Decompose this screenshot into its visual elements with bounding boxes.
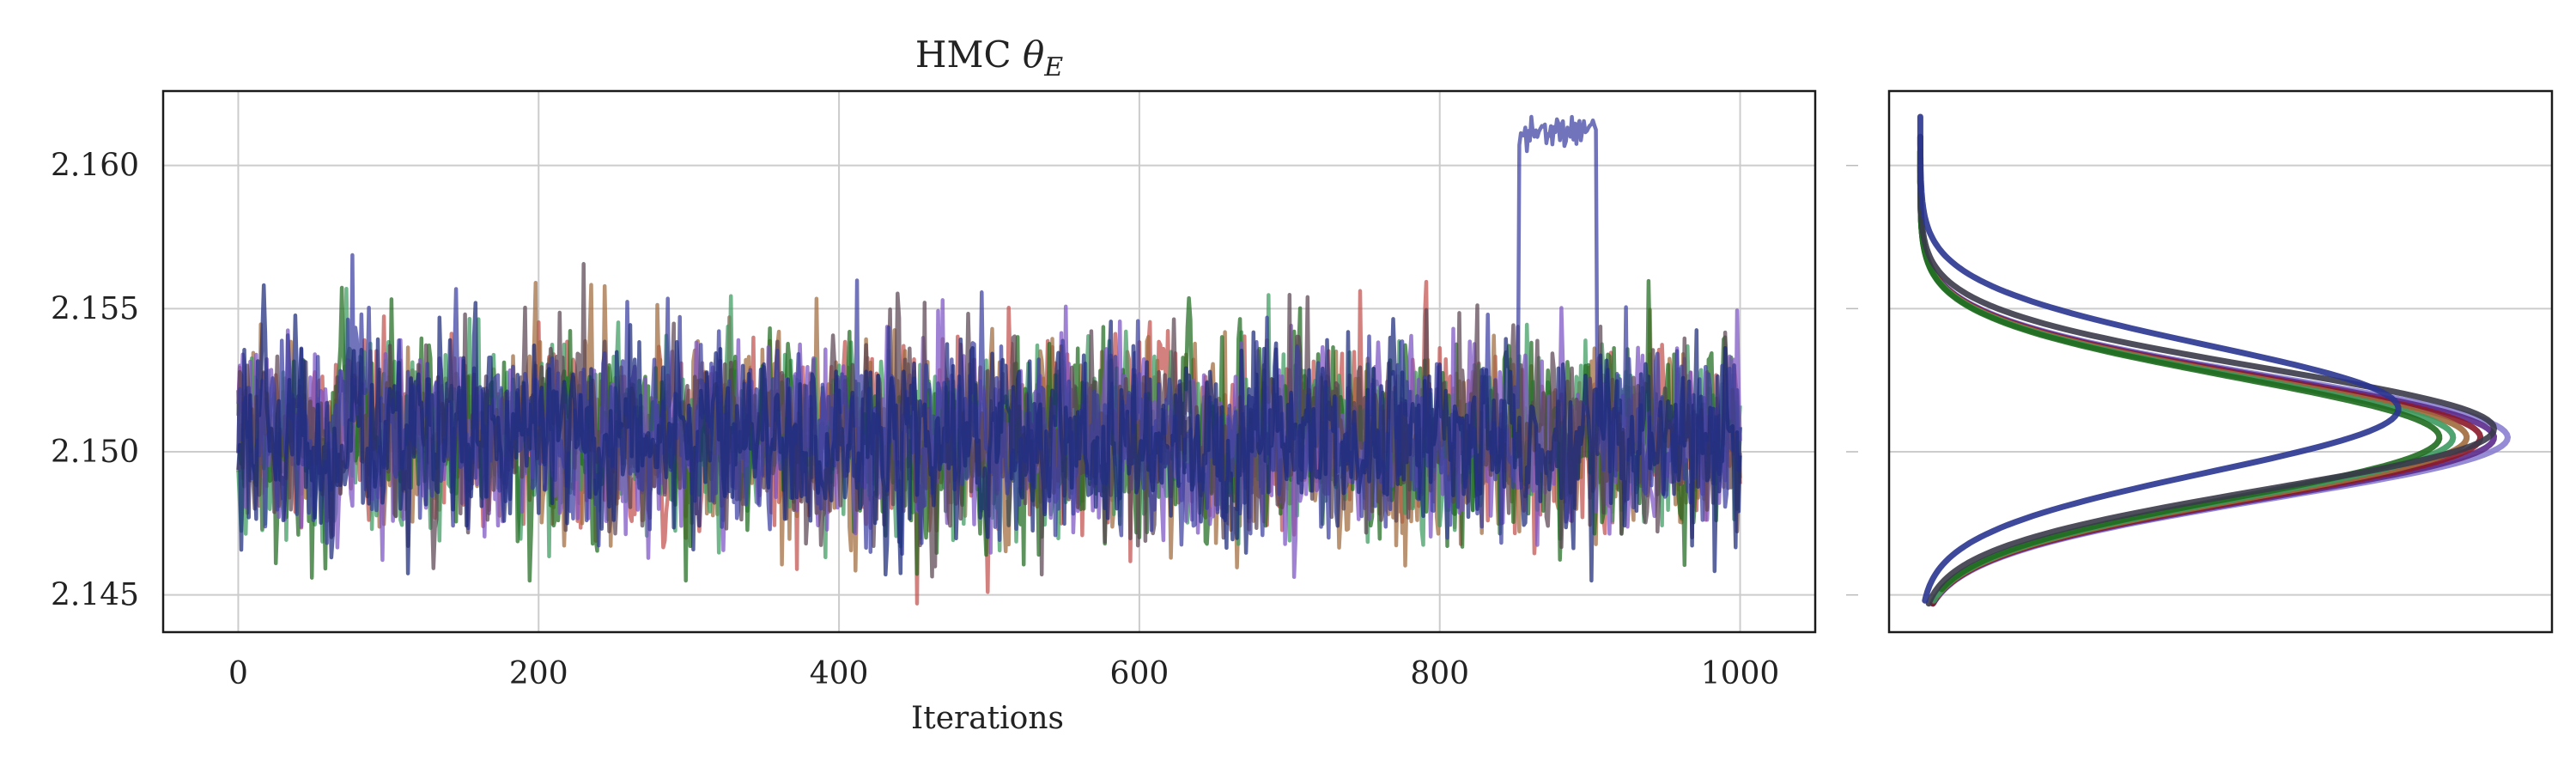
density-y-ticks bbox=[1846, 164, 1858, 596]
density-series-curve bbox=[1917, 148, 2457, 604]
x-tick-label: 0 bbox=[228, 656, 248, 691]
density-series-curve bbox=[1917, 133, 2498, 607]
trace-plot-frame bbox=[161, 89, 1817, 634]
density-series-curve bbox=[1917, 113, 2402, 604]
x-axis-label: Iterations bbox=[911, 701, 1064, 736]
trace-series-group bbox=[236, 114, 1742, 606]
trace-series-line bbox=[236, 283, 1742, 583]
y-tick-label: 2.145 bbox=[51, 578, 139, 613]
trace-y-ticks: 2.145 2.150 2.155 2.160 bbox=[51, 149, 139, 613]
x-tick-label: 200 bbox=[509, 656, 568, 691]
chart-title: HMC θE bbox=[915, 33, 1063, 82]
density-series-curve bbox=[1917, 148, 2443, 593]
x-tick-label: 1000 bbox=[1701, 656, 1780, 691]
y-tick-label: 2.155 bbox=[51, 291, 139, 326]
x-tick-label: 400 bbox=[810, 656, 869, 691]
x-tick-label: 600 bbox=[1110, 656, 1170, 691]
density-series-curve bbox=[1917, 162, 2498, 607]
x-tick-label: 800 bbox=[1410, 656, 1469, 691]
density-plot-frame bbox=[1887, 89, 2554, 634]
density-series-group bbox=[1917, 113, 2512, 607]
trace-x-ticks: 0 200 400 600 800 1000 bbox=[228, 656, 1779, 691]
y-tick-label: 2.160 bbox=[51, 149, 139, 184]
density-series-curve bbox=[1917, 148, 2484, 607]
y-tick-label: 2.150 bbox=[51, 435, 139, 470]
